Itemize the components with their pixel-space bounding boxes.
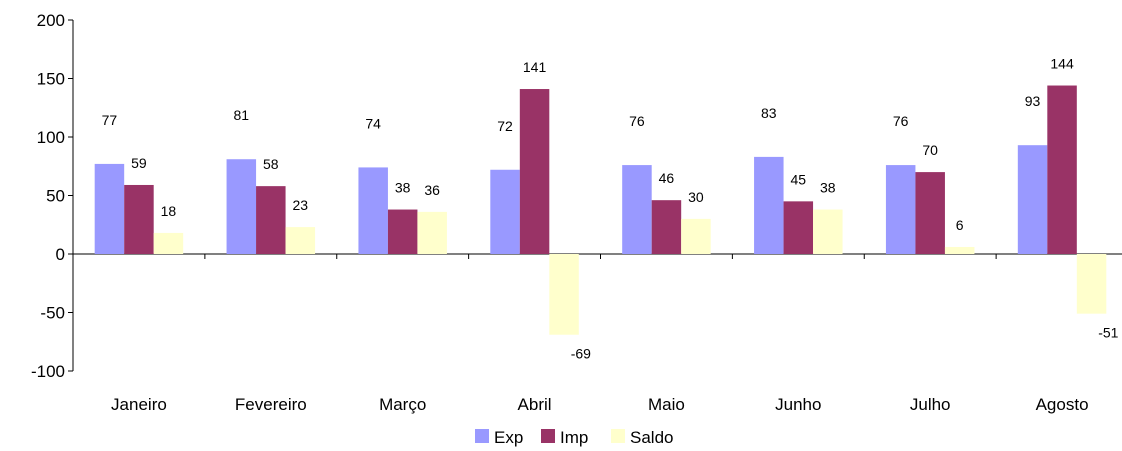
bar-saldo-marco [417,211,447,254]
y-axis: -100 -50 0 50 100 150 200 [31,11,74,381]
bar-exp-julho [885,165,916,254]
bar-saldo-junho [813,209,843,254]
bar-imp-julho [915,172,945,254]
data-labels: 77 59 18 81 58 23 74 38 36 72 141 -69 76 46 30 83 45 38 76… [102,56,1119,362]
bar-imp-maio [651,200,682,254]
data-label-imp-junho: 45 [791,171,807,187]
y-tick-label: 150 [37,70,65,89]
data-label-exp-fevereiro: 81 [234,107,250,123]
legend-label-imp: Imp [560,428,588,447]
data-label-exp-agosto: 93 [1025,93,1041,109]
bar-exp-junho [754,156,784,254]
data-label-exp-julho: 76 [893,113,909,129]
y-tick-label: 50 [46,187,65,206]
bar-saldo-agosto [1076,254,1107,314]
bar-saldo-maio [681,218,711,254]
data-label-saldo-agosto: -51 [1098,325,1118,341]
data-label-imp-maio: 46 [659,170,675,186]
data-label-exp-junho: 83 [761,105,777,121]
data-label-saldo-fevereiro: 23 [293,197,309,213]
legend-label-saldo: Saldo [630,428,673,447]
y-tick-label: -50 [40,304,65,323]
y-tick-label: 100 [37,128,65,147]
x-tick-label-agosto: Agosto [1036,395,1089,414]
x-tick-label-fevereiro: Fevereiro [235,395,307,414]
bars [94,85,1107,335]
bar-imp-janeiro [124,184,154,254]
x-tick-label-junho: Junho [775,395,821,414]
data-label-saldo-janeiro: 18 [161,203,177,219]
bar-imp-marco [387,209,418,254]
bar-exp-agosto [1017,145,1048,254]
legend-swatch-saldo [611,429,625,443]
y-tick-label: -100 [31,362,65,381]
data-label-saldo-junho: 38 [820,180,836,196]
data-label-saldo-abril: -69 [571,346,591,362]
x-tick-label-janeiro: Janeiro [111,395,167,414]
x-tick-label-abril: Abril [518,395,552,414]
bar-imp-agosto [1047,85,1077,255]
bar-imp-fevereiro [256,186,286,254]
x-tick-label-marco: Março [379,395,426,414]
data-label-exp-marco: 74 [365,115,381,131]
legend: Exp Imp Saldo [475,428,673,447]
bar-exp-abril [490,169,520,254]
legend-swatch-imp [541,429,555,443]
data-label-saldo-julho: 6 [956,217,964,233]
data-label-imp-marco: 38 [395,180,411,196]
x-tick-label-maio: Maio [648,395,685,414]
bar-exp-marco [358,167,388,254]
bar-saldo-abril [549,254,579,335]
bar-saldo-janeiro [153,232,184,254]
bar-exp-janeiro [94,163,125,254]
data-label-exp-maio: 76 [629,113,645,129]
data-label-saldo-maio: 30 [688,189,704,205]
bar-imp-abril [519,89,550,254]
bar-imp-junho [783,201,814,254]
data-label-imp-agosto: 144 [1050,56,1074,72]
y-tick-label: 200 [37,11,65,30]
y-tick-label: 0 [56,245,65,264]
legend-label-exp: Exp [494,428,523,447]
bar-saldo-fevereiro [285,227,316,254]
data-label-exp-janeiro: 77 [102,112,118,128]
data-label-imp-janeiro: 59 [131,155,147,171]
x-tick-label-julho: Julho [910,395,951,414]
bar-exp-maio [622,165,652,254]
data-label-exp-abril: 72 [497,118,513,134]
bar-exp-fevereiro [226,159,257,254]
data-label-imp-fevereiro: 58 [263,156,279,172]
data-label-saldo-marco: 36 [424,182,440,198]
data-label-imp-abril: 141 [523,59,547,75]
data-label-imp-julho: 70 [922,142,938,158]
legend-swatch-exp [475,429,489,443]
bar-saldo-julho [944,246,975,254]
x-axis: Janeiro Fevereiro Março Abril Maio Junho Julho… [72,253,1122,414]
